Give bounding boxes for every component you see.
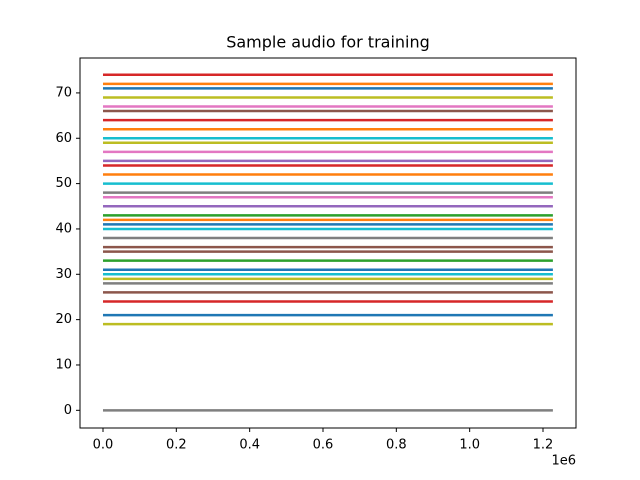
y-tick-label: 40 [55,221,72,236]
chart-title: Sample audio for training [226,33,430,52]
x-tick-label: 0.4 [239,438,260,453]
y-tick-label: 0 [64,403,72,418]
y-tick-label: 30 [55,267,72,282]
x-tick-label: 0.6 [313,438,334,453]
y-tick-label: 50 [55,176,72,191]
x-tick-label: 0.0 [93,438,114,453]
y-tick-label: 60 [55,131,72,146]
plot-frame [79,57,577,429]
x-tick-label: 0.8 [386,438,407,453]
y-tick-label: 10 [55,357,72,372]
y-tick-label: 70 [55,85,72,100]
x-offset-label: 1e6 [551,454,576,469]
y-tick-label: 20 [55,312,72,327]
x-tick-label: 1.0 [459,438,480,453]
x-tick-label: 0.2 [166,438,187,453]
x-tick-label: 1.2 [533,438,554,453]
